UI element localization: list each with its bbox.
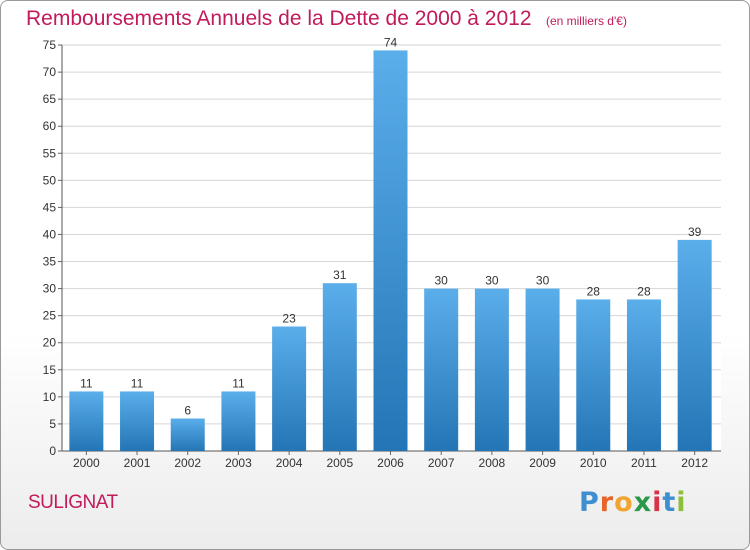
proxiti-logo: Proxiti [579, 487, 687, 518]
y-tick-label: 20 [43, 336, 57, 350]
bar-2003 [221, 391, 256, 451]
bar-2005 [322, 283, 357, 451]
data-label-2010: 28 [587, 284, 601, 298]
x-tick-label-2007: 2007 [428, 456, 455, 470]
y-tick-label: 70 [43, 65, 57, 79]
bar-2002 [170, 418, 205, 451]
data-label-2005: 31 [333, 268, 347, 282]
y-tick-label: 35 [43, 255, 57, 269]
y-tick-label: 10 [43, 390, 57, 404]
data-label-2000: 11 [80, 376, 93, 390]
y-tick-label: 25 [43, 309, 57, 323]
y-tick-label: 60 [43, 119, 57, 133]
chart-title-text: Remboursements Annuels de la Dette de 20… [26, 7, 532, 30]
data-label-2002: 6 [184, 404, 191, 418]
data-label-2012: 39 [688, 225, 702, 239]
logo-letter: t [662, 487, 677, 518]
data-label-2008: 30 [485, 274, 499, 288]
data-label-2006: 74 [384, 35, 398, 49]
y-tick-label: 0 [49, 444, 56, 458]
bar-2000 [69, 391, 104, 451]
y-tick-label: 5 [49, 417, 56, 431]
data-label-2004: 23 [282, 311, 296, 325]
bar-2001 [120, 391, 155, 451]
chart-title: Remboursements Annuels de la Dette de 20… [26, 7, 627, 31]
x-tick-label-2008: 2008 [479, 456, 506, 470]
logo-letter: P [579, 487, 600, 518]
bar-2009 [525, 288, 560, 451]
x-tick-label-2002: 2002 [174, 456, 201, 470]
bar-2012 [677, 239, 712, 451]
x-tick-label-2005: 2005 [326, 456, 353, 470]
logo-letter: r [599, 487, 615, 518]
commune-name: SULIGNAT [28, 492, 118, 513]
y-tick-label: 50 [43, 173, 57, 187]
data-label-2001: 11 [131, 376, 144, 390]
logo-letter: i [652, 487, 663, 518]
y-tick-label: 75 [43, 38, 57, 52]
x-tick-label-2003: 2003 [225, 456, 252, 470]
bar-2004 [272, 326, 307, 451]
data-label-2009: 30 [536, 274, 550, 288]
x-tick-label-2000: 2000 [73, 456, 100, 470]
x-tick-label-2006: 2006 [377, 456, 404, 470]
data-label-2011: 28 [637, 284, 651, 298]
y-tick-label: 40 [43, 227, 57, 241]
y-tick-label: 15 [43, 363, 57, 377]
y-tick-label: 30 [43, 282, 57, 296]
data-label-2003: 11 [232, 376, 245, 390]
bar-2008 [474, 288, 509, 451]
bar-2006 [373, 50, 408, 452]
y-tick-label: 55 [43, 146, 57, 160]
logo-letter: i [676, 487, 687, 518]
y-tick-label: 45 [43, 200, 57, 214]
x-tick-label-2001: 2001 [124, 456, 151, 470]
x-tick-label-2009: 2009 [529, 456, 556, 470]
x-tick-label-2011: 2011 [631, 456, 657, 470]
chart-unit-text: (en milliers d'€) [545, 14, 627, 28]
x-tick-label-2010: 2010 [580, 456, 607, 470]
x-tick-label-2004: 2004 [276, 456, 303, 470]
x-tick-label-2012: 2012 [681, 456, 708, 470]
bar-2007 [424, 288, 459, 451]
logo-letter: o [614, 487, 634, 518]
bar-2010 [576, 299, 611, 451]
logo-letter: x [633, 487, 653, 518]
data-label-2007: 30 [435, 274, 449, 288]
y-tick-label: 65 [43, 92, 57, 106]
bar-2011 [626, 299, 661, 451]
